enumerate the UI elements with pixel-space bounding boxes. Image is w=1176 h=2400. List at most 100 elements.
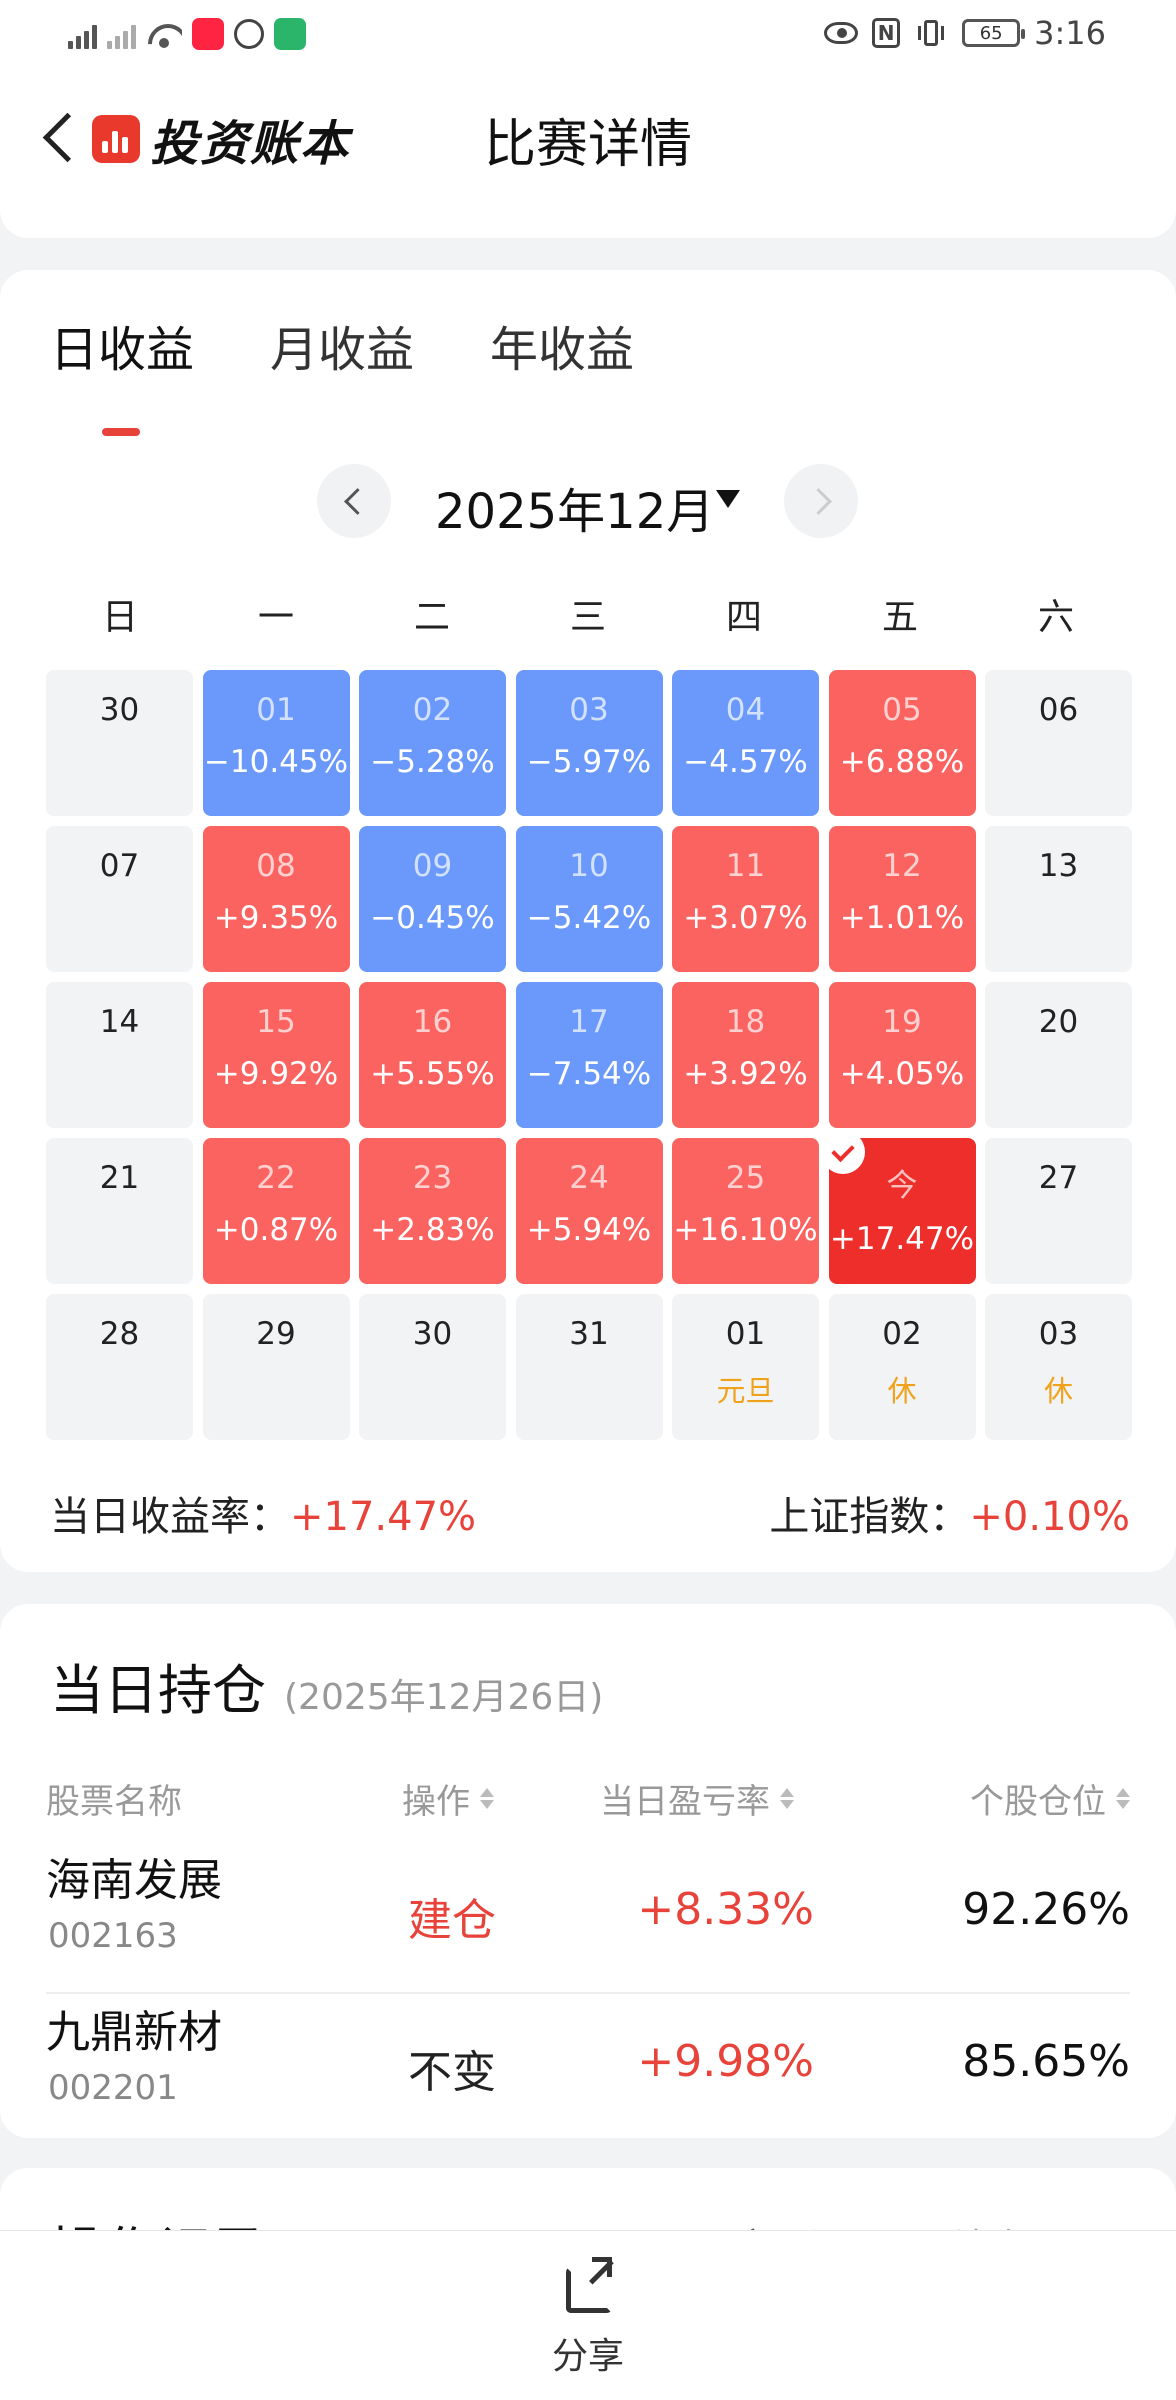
day-return: +5.55% — [370, 1056, 495, 1092]
calendar-day[interactable]: 18 +3.92% — [672, 982, 819, 1128]
calendar-day[interactable]: 04 −4.57% — [672, 670, 819, 816]
day-number: 19 — [882, 1004, 922, 1040]
holding-row[interactable]: 九鼎新材 002201 不变 +9.98% 85.65% — [46, 1996, 1130, 2146]
calendar-day[interactable]: 10 −5.42% — [515, 826, 663, 972]
share-button[interactable]: 分享 — [538, 2257, 638, 2387]
holdings-table-header: 股票名称 操作 当日盈亏率 个股仓位 — [46, 1774, 1130, 1824]
month-selector: 2025年12月 — [0, 460, 1176, 540]
calendar-day[interactable]: 25 +16.10% — [672, 1138, 819, 1284]
day-return: +6.88% — [839, 744, 965, 780]
day-return: +17.47% — [829, 1221, 975, 1257]
app-notification-icon — [274, 18, 306, 50]
day-number: 15 — [256, 1004, 296, 1040]
day-number: 25 — [725, 1160, 766, 1196]
calendar-day[interactable]: 30 — [359, 1294, 506, 1440]
tab-yearly[interactable]: 年收益 — [490, 322, 635, 378]
brand-name: 投资账本 — [150, 116, 351, 172]
day-number: 22 — [256, 1160, 296, 1196]
weekday-label: 五 — [881, 597, 918, 638]
caret-down-icon[interactable] — [716, 490, 740, 508]
calendar-day[interactable]: 28 — [46, 1294, 193, 1440]
calendar-day[interactable]: 03 −5.97% — [515, 670, 663, 816]
calendar-day[interactable]: 11 +3.07% — [672, 826, 819, 972]
holdings-card: 当日持仓 (2025年12月26日) 股票名称 操作 当日盈亏率 个股仓位 海南… — [0, 1604, 1176, 2138]
col-operation-label: 操作 — [402, 1782, 470, 1822]
day-number: 01 — [725, 1316, 766, 1352]
holding-row[interactable]: 海南发展 002163 建仓 +8.33% 92.26% — [46, 1844, 1130, 1994]
calendar-day[interactable]: 09 −0.45% — [359, 826, 506, 972]
status-left-icons — [68, 18, 306, 50]
vibrate-icon — [914, 18, 948, 48]
stock-operation: 不变 — [408, 2047, 496, 2098]
page-title: 比赛详情 — [484, 115, 693, 175]
calendar-day[interactable]: 21 — [46, 1138, 193, 1284]
holiday-label: 元旦 — [716, 1374, 775, 1408]
day-return: −5.42% — [526, 900, 652, 936]
calendar-day[interactable]: 02 −5.28% — [359, 670, 506, 816]
calendar-day[interactable]: 01 元旦 — [672, 1294, 819, 1440]
weekday-label: 二 — [413, 597, 450, 638]
calendar-day[interactable]: 02 休 — [828, 1294, 976, 1440]
calendar-day[interactable]: 31 — [515, 1294, 663, 1440]
col-daily-pl[interactable]: 当日盈亏率 — [600, 1774, 794, 1823]
weekday-label: 四 — [725, 597, 762, 638]
calendar-day[interactable]: 27 — [985, 1138, 1132, 1284]
status-time: 3:16 — [1034, 14, 1106, 52]
calendar-day[interactable]: 20 — [985, 982, 1132, 1128]
month-label[interactable]: 2025年12月 — [435, 484, 715, 540]
calendar-day[interactable]: 29 — [202, 1294, 350, 1440]
previous-month-button[interactable] — [317, 464, 391, 538]
calendar-day[interactable]: 23 +2.83% — [359, 1138, 506, 1284]
bottom-action-bar: 分享 — [0, 2230, 1176, 2400]
day-return: −0.45% — [370, 900, 495, 936]
day-return: +2.83% — [370, 1212, 495, 1248]
day-number: 24 — [569, 1160, 609, 1196]
calendar-day[interactable]: 15 +9.92% — [202, 982, 350, 1128]
tab-daily[interactable]: 日收益 — [50, 310, 194, 436]
calendar-day[interactable]: 13 — [985, 826, 1132, 972]
calendar-day[interactable]: 16 +5.55% — [359, 982, 506, 1128]
day-return: −7.54% — [526, 1056, 652, 1092]
stock-code: 002201 — [48, 2068, 178, 2108]
calendar-day[interactable]: 30 — [46, 670, 193, 816]
col-position[interactable]: 个股仓位 — [970, 1774, 1130, 1823]
calendar-day[interactable]: 12 +1.01% — [828, 826, 976, 972]
sort-icon — [780, 1788, 794, 1809]
daily-summary: 当日收益率：+17.47% 上证指数：+0.10% — [50, 1484, 1130, 1544]
calendar-day[interactable]: 08 +9.35% — [202, 826, 350, 972]
col-stock-name: 股票名称 — [46, 1774, 182, 1823]
calendar-day[interactable]: 07 — [46, 826, 193, 972]
day-number: 03 — [569, 692, 609, 728]
back-button[interactable] — [34, 102, 94, 172]
holdings-date: (2025年12月26日) — [284, 1677, 604, 1718]
col-operation[interactable]: 操作 — [402, 1774, 494, 1823]
stock-position: 85.65% — [962, 2036, 1130, 2087]
cellular-signal-2-icon — [107, 19, 136, 49]
next-month-button[interactable] — [784, 464, 858, 538]
calendar-day[interactable]: 24 +5.94% — [515, 1138, 663, 1284]
day-return: +0.87% — [213, 1212, 339, 1248]
index-value: +0.10% — [969, 1494, 1130, 1540]
weekday-label: 三 — [569, 597, 606, 638]
col-position-label: 个股仓位 — [970, 1782, 1106, 1822]
calendar-day[interactable]: 19 +4.05% — [828, 982, 976, 1128]
calendar-day[interactable]: 17 −7.54% — [515, 982, 663, 1128]
day-number: 09 — [412, 848, 453, 884]
calendar-day[interactable]: 05 +6.88% — [828, 670, 976, 816]
calendar-day[interactable]: 06 — [985, 670, 1132, 816]
day-return: −5.28% — [370, 744, 495, 780]
ledger-chart-icon — [92, 115, 140, 163]
stock-position: 92.26% — [962, 1884, 1130, 1935]
calendar-day[interactable]: 14 — [46, 982, 193, 1128]
sort-icon — [480, 1788, 494, 1809]
day-number: 11 — [725, 848, 766, 884]
day-return: +1.01% — [839, 900, 965, 936]
calendar-day[interactable]: 01 −10.45% — [202, 670, 350, 816]
tab-monthly[interactable]: 月收益 — [270, 322, 415, 378]
day-number: 14 — [99, 1004, 140, 1040]
battery-level: 65 — [979, 22, 1003, 44]
day-number: 18 — [725, 1004, 766, 1040]
calendar-day[interactable]: 22 +0.87% — [202, 1138, 350, 1284]
calendar-day[interactable]: 03 休 — [985, 1294, 1132, 1440]
calendar-day-today[interactable]: 今 +17.47% — [820, 1130, 976, 1284]
